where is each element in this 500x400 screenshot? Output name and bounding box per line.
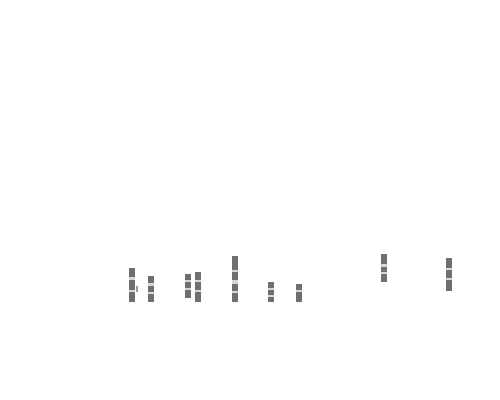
pixel-fragment-6 bbox=[268, 282, 274, 302]
pixel-fragment-8 bbox=[381, 254, 387, 282]
pixel-fragment-7 bbox=[296, 284, 302, 302]
pixel-fragment-3 bbox=[185, 274, 191, 298]
pixel-fragment-5 bbox=[232, 256, 238, 302]
pixel-fragment-1 bbox=[129, 268, 135, 302]
pixel-fragment-10 bbox=[136, 286, 138, 292]
pixel-fragment-9 bbox=[446, 258, 452, 291]
pixel-fragment-2 bbox=[148, 276, 154, 302]
pixel-fragment-4 bbox=[195, 272, 201, 302]
